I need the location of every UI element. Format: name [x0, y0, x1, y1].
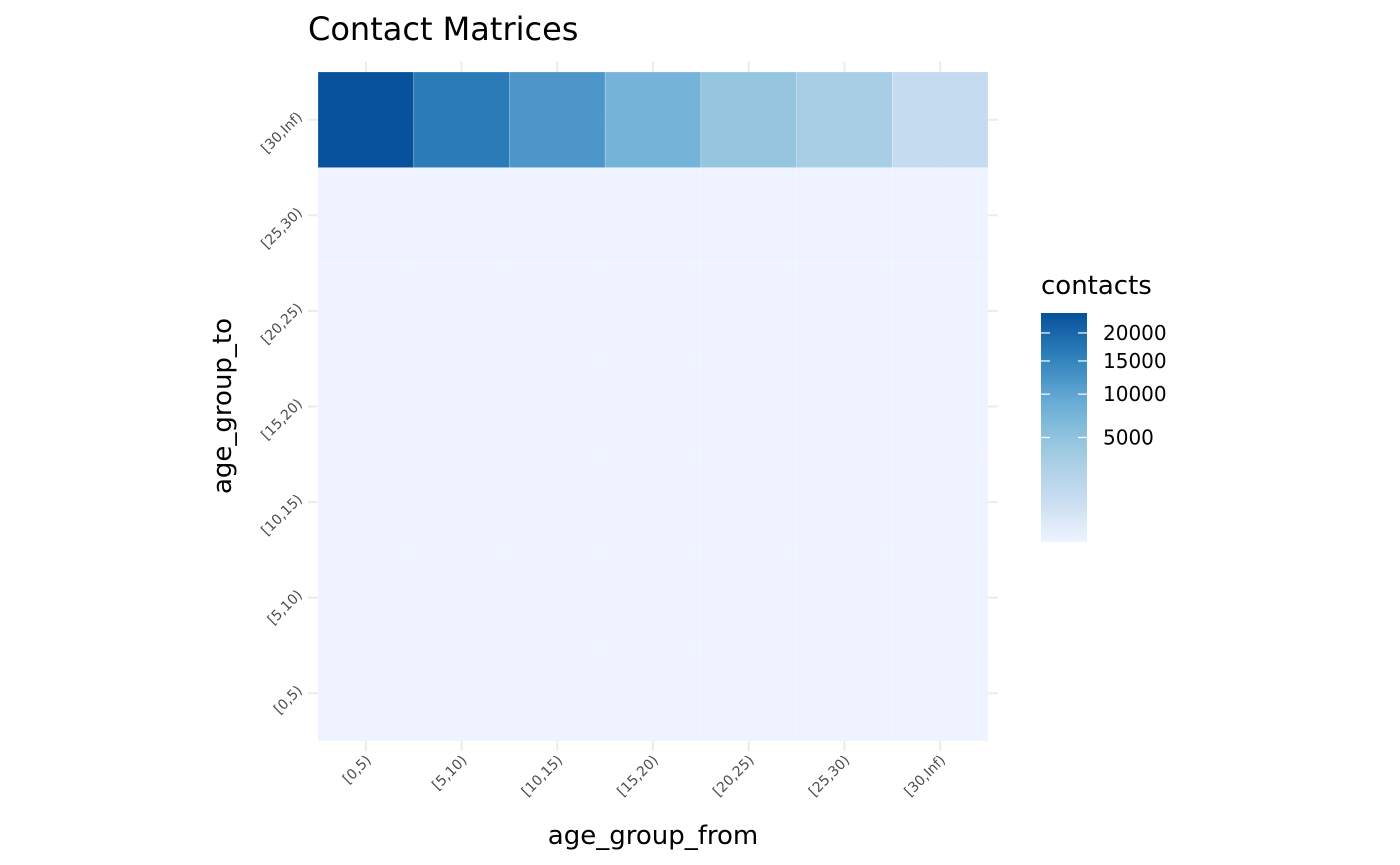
heatmap-cell	[413, 358, 510, 455]
heatmap-cell	[700, 549, 797, 646]
heatmap-cell	[796, 549, 893, 646]
y-tick-label: [30,Inf)	[258, 109, 305, 156]
heatmap-cell	[317, 262, 415, 360]
heatmap-cell	[796, 167, 893, 264]
heatmap-cell	[413, 167, 510, 264]
y-tick-label: [20,25)	[258, 300, 305, 347]
x-axis-ticks: [0,5) [5,10) [10,15) [15,20) [20,25) [25,30) […	[340, 753, 949, 800]
legend-label: 10000	[1103, 382, 1167, 406]
heatmap-cell	[317, 71, 415, 168]
heatmap-cell	[891, 358, 989, 455]
heatmap-cell	[891, 262, 989, 360]
heatmap-cell	[317, 549, 415, 646]
heatmap-cell	[604, 645, 702, 742]
heatmap-cell	[796, 262, 893, 360]
heatmap-cell	[891, 167, 989, 264]
heatmap-cell	[604, 549, 702, 646]
x-tick-label: [10,15)	[519, 753, 566, 800]
heatmap-cell	[891, 453, 989, 551]
heatmap-cell	[317, 645, 415, 742]
y-tick-label: [0,5)	[271, 683, 306, 718]
heatmap-cell	[509, 262, 606, 360]
y-axis-ticks: [0,5) [5,10) [10,15) [15,20) [20,25) [25,30) […	[258, 109, 305, 717]
heatmap-cell	[700, 645, 797, 742]
heatmap-cell	[891, 71, 989, 168]
heatmap-cell	[796, 453, 893, 551]
heatmap-cell	[413, 453, 510, 551]
y-tick-label: [10,15)	[258, 492, 305, 539]
heatmap-cell	[413, 645, 510, 742]
heatmap-cell	[700, 71, 797, 168]
legend-label: 15000	[1103, 349, 1167, 373]
x-tick-label: [20,25)	[710, 753, 757, 800]
y-tick-label: [25,30)	[258, 205, 305, 252]
heatmap-cell	[700, 358, 797, 455]
heatmap-cell	[604, 358, 702, 455]
heatmap-cell	[413, 549, 510, 646]
heatmap-cell	[700, 453, 797, 551]
heatmap-cell	[891, 645, 989, 742]
x-axis-title: age_group_from	[548, 821, 758, 851]
heatmap-cell	[796, 358, 893, 455]
heatmap-cell	[796, 645, 893, 742]
heatmap-cell	[891, 549, 989, 646]
heatmap-cell	[317, 453, 415, 551]
y-tick-label: [15,20)	[258, 396, 305, 443]
heatmap-cell	[413, 71, 510, 168]
chart-title: Contact Matrices	[308, 10, 578, 48]
heatmap-cell	[413, 262, 510, 360]
heatmap-cell	[700, 167, 797, 264]
x-tick-label: [30,Inf)	[902, 753, 949, 800]
heatmap-cell	[509, 549, 606, 646]
heatmap-cell	[509, 358, 606, 455]
heatmap-cell	[509, 71, 606, 168]
legend-label: 5000	[1103, 425, 1154, 449]
heatmap-cell	[509, 453, 606, 551]
heatmap-cell	[317, 167, 415, 264]
heatmap-cell	[604, 453, 702, 551]
x-tick-label: [5,10)	[429, 753, 470, 794]
y-tick-label: [5,10)	[265, 587, 306, 628]
x-tick-label: [0,5)	[340, 753, 375, 788]
heatmap-cell	[796, 71, 893, 168]
heatmap-cell	[509, 645, 606, 742]
y-axis-title: age_group_to	[208, 318, 238, 494]
legend-label: 20000	[1103, 321, 1167, 345]
legend-title: contacts	[1041, 271, 1152, 301]
x-tick-label: [25,30)	[806, 753, 853, 800]
heatmap-cells	[317, 71, 989, 742]
color-legend: contacts 20000 15000 10000 5000	[1041, 271, 1167, 542]
heatmap-cell	[317, 358, 415, 455]
heatmap-cell	[604, 167, 702, 264]
heatmap-cell	[700, 262, 797, 360]
legend-colorbar	[1041, 313, 1087, 542]
heatmap-cell	[509, 167, 606, 264]
legend-ticks: 20000 15000 10000 5000	[1041, 321, 1167, 449]
heatmap-cell	[604, 71, 702, 168]
heatmap-cell	[604, 262, 702, 360]
x-tick-label: [15,20)	[614, 753, 661, 800]
